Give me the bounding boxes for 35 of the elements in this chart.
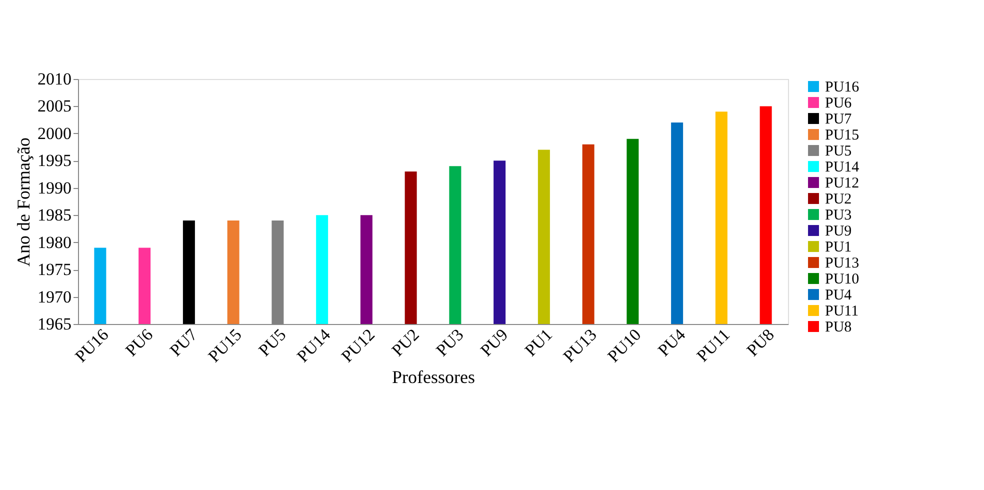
legend-label: PU12 <box>825 176 860 192</box>
legend-label: PU15 <box>825 128 860 144</box>
y-tick-label: 2010 <box>38 70 72 88</box>
legend-label: PU5 <box>825 144 852 160</box>
legend-label: PU4 <box>825 288 852 304</box>
x-axis-title: Professores <box>392 367 475 388</box>
y-tick-label: 1995 <box>38 151 72 170</box>
x-tick-label: PU3 <box>432 325 468 360</box>
legend-label: PU7 <box>825 112 852 128</box>
legend-label: PU14 <box>825 160 860 176</box>
y-tick-label: 1990 <box>38 178 72 198</box>
x-tick-label: PU6 <box>122 325 157 360</box>
y-tick-label: 1970 <box>38 287 72 306</box>
x-tick-label: PU4 <box>654 324 690 360</box>
x-tick-label: PU2 <box>388 325 423 360</box>
y-tick-label: 1975 <box>38 260 72 280</box>
x-tick-label: PU8 <box>743 325 778 360</box>
legend-label: PU9 <box>825 224 852 240</box>
legend-label: PU6 <box>825 96 852 112</box>
x-tick-label: PU1 <box>521 325 556 360</box>
x-tick-label: PU9 <box>476 325 512 360</box>
x-tick-label: PU5 <box>254 325 290 360</box>
y-tick-label: 1980 <box>38 232 72 252</box>
y-tick-label: 2005 <box>38 96 72 116</box>
y-tick-label: 1965 <box>38 314 72 334</box>
y-axis-title: Ano de Formação <box>14 138 34 266</box>
legend-label: PU13 <box>825 256 860 272</box>
y-tick-label: 2000 <box>38 124 72 143</box>
legend-label: PU2 <box>825 192 852 208</box>
legend-label: PU11 <box>825 304 859 320</box>
y-tick-label: 1985 <box>38 206 72 225</box>
legend-label: PU3 <box>825 208 852 224</box>
legend-label: PU16 <box>825 80 860 96</box>
legend-label: PU10 <box>825 272 860 288</box>
legend-label: PU1 <box>825 240 852 256</box>
